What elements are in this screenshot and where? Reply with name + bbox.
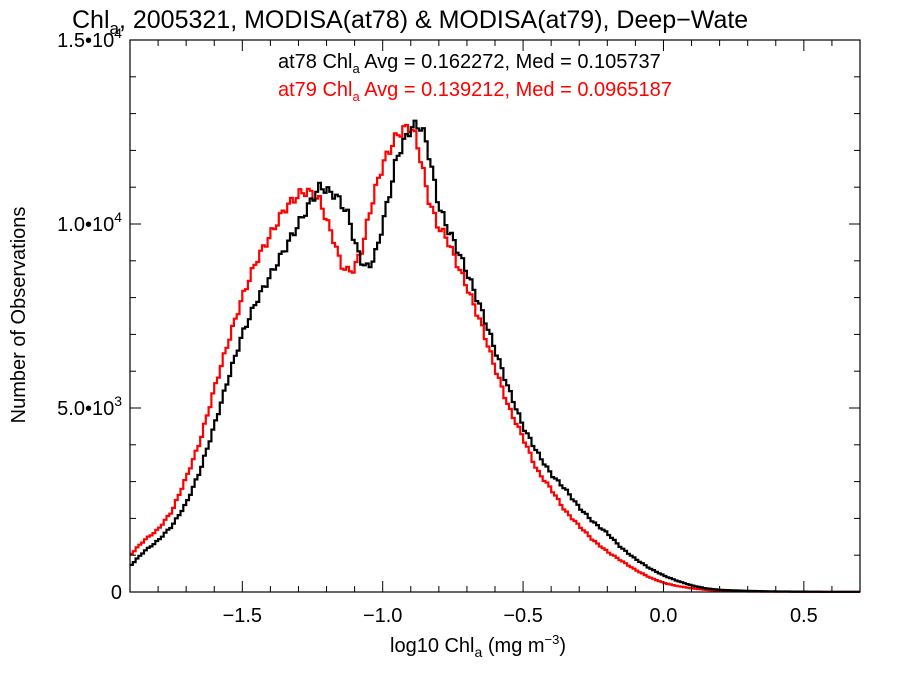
x-axis-title: log10 Chla (mg m−3) <box>390 632 566 660</box>
series-line-at78 <box>130 119 860 593</box>
x-tick-label: −0.5 <box>503 605 542 627</box>
tick-labels: −1.5 −1.0 −0.5 0.0 0.5 0 5.0•103 1.0•104 1.5•104 <box>57 25 818 627</box>
x-tick-label: 0.5 <box>790 605 818 627</box>
y-tick-label: 0 <box>111 582 122 604</box>
x-tick-label: 0.0 <box>650 605 678 627</box>
plot-border <box>129 39 861 593</box>
series-layer <box>130 119 860 593</box>
series-line-at79 <box>130 123 860 593</box>
plot-frame <box>129 39 861 593</box>
x-tick-label: −1.0 <box>363 605 402 627</box>
stat-line-at79: at79 Chla Avg = 0.139212, Med = 0.096518… <box>278 79 672 104</box>
y-tick-label: 1.0•104 <box>57 209 122 236</box>
axis-ticks <box>129 39 861 593</box>
x-tick-label: −1.5 <box>223 605 262 627</box>
stat-line-at78: at78 Chla Avg = 0.162272, Med = 0.105737 <box>278 51 661 76</box>
y-axis-title: Number of Observations <box>8 207 30 424</box>
chart-title: Chla, 2005321, MODISA(at78) & MODISA(at7… <box>72 6 748 38</box>
y-tick-label: 5.0•103 <box>57 393 122 420</box>
y-tick-label: 1.5•104 <box>57 25 122 52</box>
